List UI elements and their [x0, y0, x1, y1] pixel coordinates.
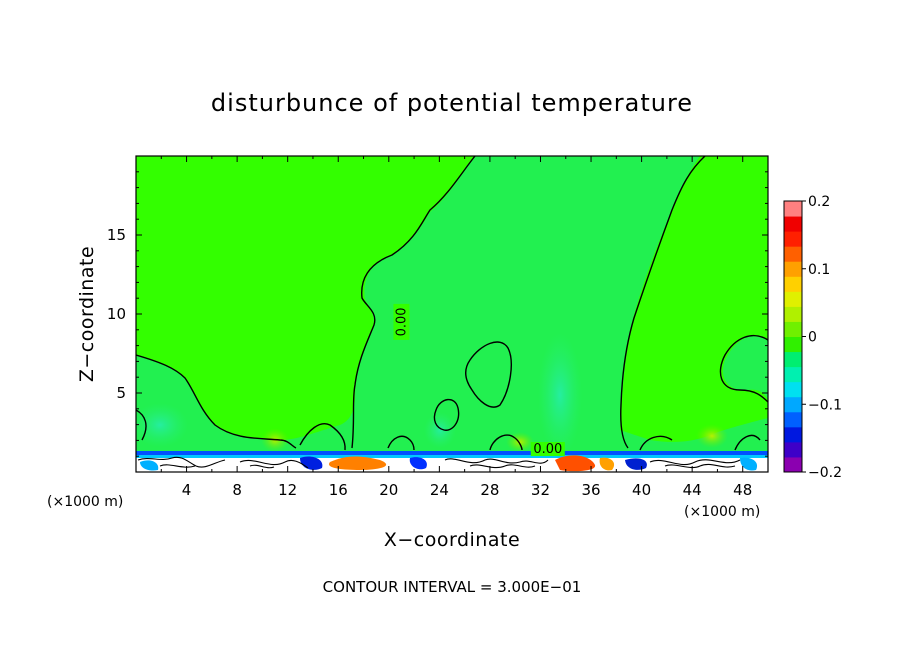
colorbar-label: 0.2	[808, 194, 830, 210]
x-ticks	[160, 156, 744, 472]
field-plume	[538, 333, 582, 457]
boundary-layer-contours	[137, 456, 741, 469]
x-unit-label-right: (×1000 m)	[684, 504, 760, 520]
y-tick-label: 10	[107, 305, 126, 323]
colorbar-labels: 0.2 0.1 0 −0.1 −0.2	[802, 194, 842, 481]
field-plume-mid	[424, 412, 456, 448]
x-tick-label: 12	[278, 481, 297, 499]
contour-lines	[136, 156, 768, 451]
contour-label: 0.00	[533, 442, 562, 457]
contour-line-bump-2	[489, 434, 523, 451]
colorbar-label: 0	[808, 330, 817, 346]
boundary-layer-cold-5	[740, 457, 758, 471]
plot-area	[136, 156, 768, 472]
x-tick-labels: 4 8 12 16 20 24 28 32 36 40 44 48	[182, 481, 752, 499]
contour-label-bg	[530, 442, 565, 457]
x-tick-label: 48	[733, 481, 752, 499]
contour-line-left-edge	[136, 409, 147, 441]
colorbar-swatch	[784, 246, 802, 262]
field-plume-left	[136, 403, 188, 447]
colorbar-swatch	[784, 411, 802, 428]
contour-line-island	[465, 341, 512, 408]
colorbar-swatch	[784, 276, 802, 292]
x-tick-label: 24	[430, 481, 449, 499]
boundary-layer-cyan-band	[136, 455, 768, 458]
contour-interval-note: CONTOUR INTERVAL = 3.000E−01	[323, 578, 582, 596]
y-tick-label: 5	[116, 384, 126, 402]
colorbar-swatch	[784, 201, 802, 217]
x-tick-label: 28	[480, 481, 499, 499]
field-warm-2	[696, 424, 728, 448]
contour-line-bump-4	[734, 434, 761, 451]
colorbar-swatch	[784, 231, 802, 247]
boundary-layer	[136, 451, 768, 472]
boundary-layer-cold-2	[409, 457, 427, 470]
colorbar-swatch	[784, 381, 802, 398]
colorbar-swatch	[784, 306, 802, 322]
contour-line-center	[351, 156, 476, 449]
colorbar-swatch	[784, 396, 802, 413]
colorbar-swatch	[784, 261, 802, 277]
colorbar-label: −0.2	[808, 465, 842, 481]
boundary-layer-warm-3	[599, 457, 615, 471]
x-tick-label: 4	[182, 481, 192, 499]
y-tick-labels: 5 10 15	[107, 226, 126, 402]
colorbar-swatch	[784, 321, 802, 337]
contour-label-bg	[393, 303, 410, 340]
x-tick-label: 16	[329, 481, 348, 499]
colorbar-label: −0.1	[808, 397, 842, 413]
contour-line-east	[620, 156, 706, 449]
colorbar-swatch	[784, 366, 802, 383]
contour-labels: 0.00 0.00	[393, 303, 565, 457]
boundary-layer-top-band	[136, 451, 768, 455]
colorbar-swatch	[784, 351, 802, 368]
contour-line-main	[136, 354, 297, 449]
x-tick-label: 44	[683, 481, 702, 499]
x-axis-label: X−coordinate	[384, 529, 520, 551]
y-tick-label: 15	[107, 226, 126, 244]
colorbar-swatch	[784, 441, 802, 458]
chart-title: disturbunce of potential temperature	[211, 89, 693, 117]
x-tick-label: 8	[232, 481, 242, 499]
x-tick-label: 32	[531, 481, 550, 499]
contour-line-right	[719, 335, 768, 403]
colorbar	[783, 200, 803, 473]
colorbar-swatch	[784, 456, 802, 473]
x-tick-label: 40	[632, 481, 651, 499]
x-tick-label: 36	[581, 481, 600, 499]
contour-line-left-plume	[299, 423, 346, 451]
contour-line-small-island	[433, 398, 460, 431]
boundary-layer-warm-2	[555, 455, 596, 472]
boundary-layer-warm-1	[329, 456, 387, 470]
x-tick-label: 20	[379, 481, 398, 499]
colorbar-swatch	[784, 216, 802, 232]
contour-label: 0.00	[394, 307, 409, 336]
boundary-layer-cold-4	[140, 460, 159, 471]
colorbar-swatch	[784, 291, 802, 307]
contour-line-bump-3	[639, 435, 673, 451]
contour-line-bump-1	[387, 435, 415, 451]
colorbar-label: 0.1	[808, 262, 830, 278]
y-ticks	[136, 171, 768, 457]
colorbar-swatch	[784, 336, 802, 353]
field-region-right	[722, 336, 768, 400]
colorbar-swatch	[784, 426, 802, 443]
field-region-mid	[136, 156, 768, 472]
x-unit-label-left: (×1000 m)	[47, 494, 123, 510]
y-axis-label: Z−coordinate	[76, 246, 98, 382]
